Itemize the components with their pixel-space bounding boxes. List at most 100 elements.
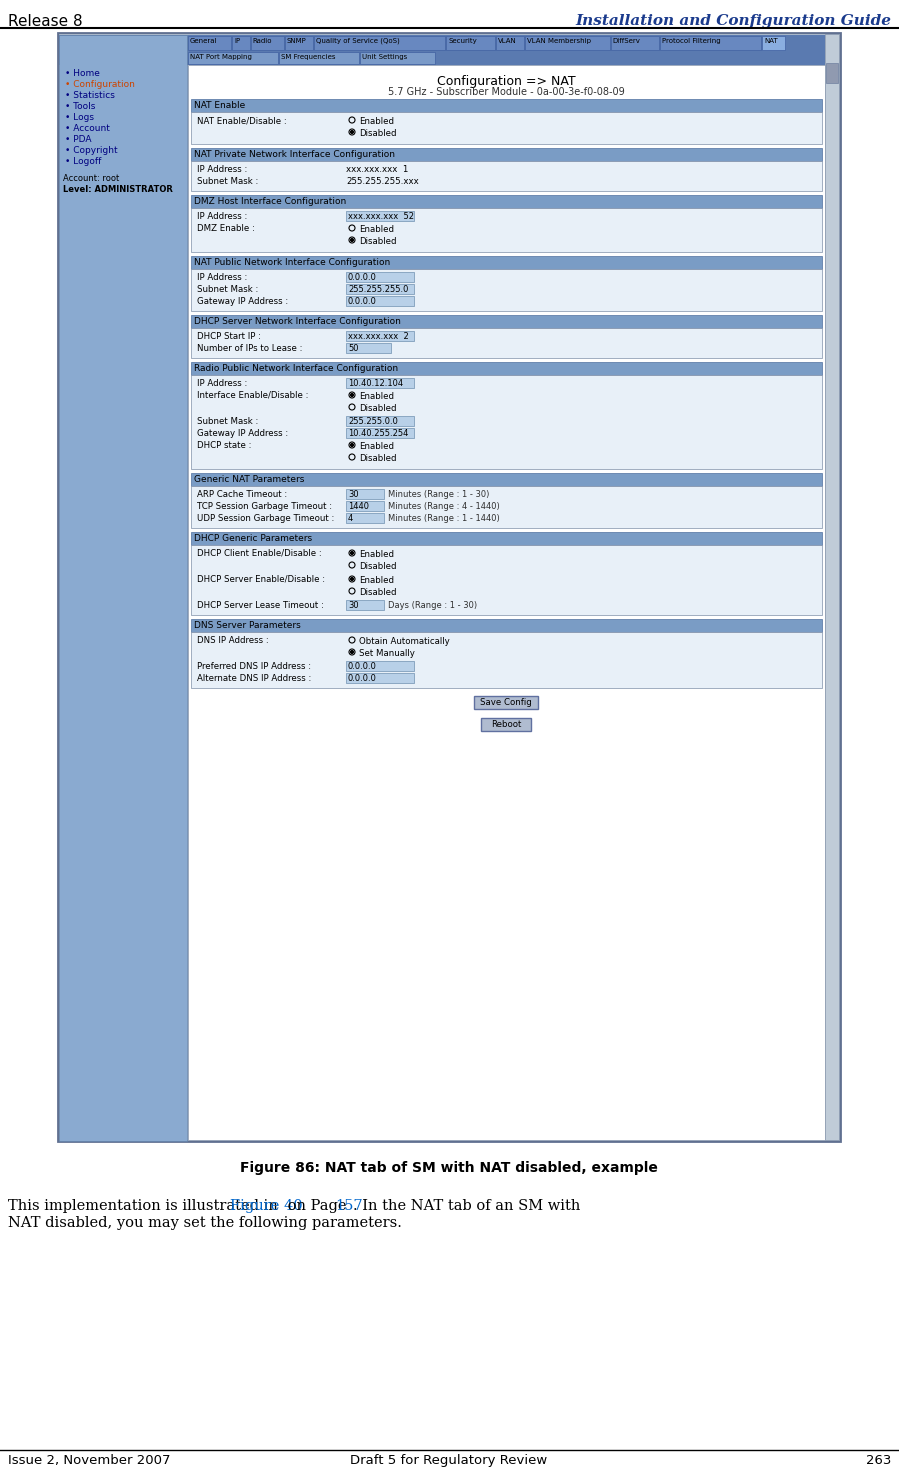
Circle shape [351,131,353,134]
Text: Subnet Mask :: Subnet Mask : [197,177,258,186]
Text: Disabled: Disabled [359,237,396,246]
Text: IP: IP [235,38,241,44]
Bar [59,35,187,1142]
Bar [191,473,822,486]
Circle shape [351,577,353,580]
Text: Protocol Filtering: Protocol Filtering [663,38,721,44]
Text: • Account: • Account [65,124,110,133]
Text: Interface Enable/Disable :: Interface Enable/Disable : [197,390,308,401]
Text: • Configuration: • Configuration [65,80,135,88]
Bar [188,35,231,50]
Text: Unit Settings: Unit Settings [362,55,407,60]
Text: Enabled: Enabled [359,392,394,401]
Circle shape [351,239,353,242]
Text: Figure 86: NAT tab of SM with NAT disabled, example: Figure 86: NAT tab of SM with NAT disabl… [240,1161,658,1175]
Bar [188,52,278,63]
Text: Gateway IP Address :: Gateway IP Address : [197,298,289,306]
Text: Level: ADMINISTRATOR: Level: ADMINISTRATOR [63,186,173,194]
Text: 30: 30 [348,601,359,610]
Bar [447,35,495,50]
Text: xxx.xxx.xxx  52: xxx.xxx.xxx 52 [348,212,414,221]
Bar [346,284,414,295]
Text: 1440: 1440 [348,502,369,511]
Text: Radio Public Network Interface Configuration: Radio Public Network Interface Configura… [194,364,398,373]
Bar [59,52,825,65]
Text: 255.255.0.0: 255.255.0.0 [348,417,398,426]
Text: Minutes (Range : 1 - 30): Minutes (Range : 1 - 30) [388,491,489,499]
Bar [191,194,822,208]
Text: IP Address :: IP Address : [197,379,247,387]
Text: NAT Enable: NAT Enable [194,102,245,110]
Text: Installation and Configuration Guide: Installation and Configuration Guide [575,15,891,28]
Text: NAT Public Network Interface Configuration: NAT Public Network Interface Configurati… [194,258,390,267]
Bar [825,34,839,1140]
Text: DMZ Host Interface Configuration: DMZ Host Interface Configuration [194,197,346,206]
Bar [762,35,785,50]
Text: Disabled: Disabled [359,588,396,597]
Text: Radio: Radio [253,38,272,44]
Bar [191,208,822,252]
Bar [191,376,822,468]
Text: 0.0.0.0: 0.0.0.0 [348,661,377,672]
Text: Quality of Service (QoS): Quality of Service (QoS) [316,38,399,44]
Text: 0.0.0.0: 0.0.0.0 [348,298,377,306]
Bar [525,35,610,50]
Text: Enabled: Enabled [359,576,394,585]
Text: Disabled: Disabled [359,563,396,572]
Text: 50: 50 [348,345,359,354]
Text: Enabled: Enabled [359,225,394,234]
Bar [346,513,384,523]
Text: DHCP Client Enable/Disable :: DHCP Client Enable/Disable : [197,549,322,558]
Text: Alternate DNS IP Address :: Alternate DNS IP Address : [197,675,311,683]
Bar [346,211,414,221]
Bar [191,619,822,632]
Text: 30: 30 [348,491,359,499]
Text: NAT Enable/Disable :: NAT Enable/Disable : [197,116,287,125]
Text: Security: Security [449,38,477,44]
Text: Disabled: Disabled [359,454,396,463]
Text: xxx.xxx.xxx  1: xxx.xxx.xxx 1 [346,165,408,174]
Text: Figure 40: Figure 40 [230,1199,303,1212]
Text: Set Manually: Set Manually [359,650,414,658]
Bar [233,35,250,50]
Text: on Page: on Page [283,1199,352,1212]
Text: Subnet Mask :: Subnet Mask : [197,417,258,426]
Bar [826,63,838,82]
Text: SM Frequencies: SM Frequencies [281,55,335,60]
Bar [280,52,359,63]
Bar [661,35,761,50]
Text: VLAN Membership: VLAN Membership [527,38,591,44]
Bar [346,379,414,387]
Text: NAT Private Network Interface Configuration: NAT Private Network Interface Configurat… [194,150,395,159]
Text: DHCP Generic Parameters: DHCP Generic Parameters [194,535,312,544]
Text: DHCP Start IP :: DHCP Start IP : [197,331,261,342]
Text: IP Address :: IP Address : [197,212,247,221]
Circle shape [351,443,353,446]
Bar [191,362,822,376]
Text: DiffServ: DiffServ [613,38,641,44]
Text: IP Address :: IP Address : [197,273,247,281]
Bar [346,273,414,281]
Bar [346,661,414,672]
Bar [58,32,840,1142]
Text: IP Address :: IP Address : [197,165,247,174]
Text: 5.7 GHz - Subscriber Module - 0a-00-3e-f0-08-09: 5.7 GHz - Subscriber Module - 0a-00-3e-f… [387,87,625,97]
Text: 255.255.255.0: 255.255.255.0 [348,284,408,295]
Bar [346,415,414,426]
Text: Disabled: Disabled [359,130,396,138]
Bar [360,52,434,63]
Bar [346,673,414,683]
Text: DMZ Enable :: DMZ Enable : [197,224,255,233]
Bar [346,296,414,306]
Bar [191,99,822,112]
Text: Generic NAT Parameters: Generic NAT Parameters [194,474,305,485]
Text: • Logoff: • Logoff [65,158,102,166]
Text: ARP Cache Timeout :: ARP Cache Timeout : [197,491,288,499]
Text: 157: 157 [335,1199,363,1212]
Text: • Statistics: • Statistics [65,91,115,100]
Text: NAT disabled, you may set the following parameters.: NAT disabled, you may set the following … [8,1217,402,1230]
Text: Days (Range : 1 - 30): Days (Range : 1 - 30) [388,601,477,610]
Text: This implementation is illustrated in: This implementation is illustrated in [8,1199,282,1212]
Text: DNS Server Parameters: DNS Server Parameters [194,622,301,630]
Text: Subnet Mask :: Subnet Mask : [197,284,258,295]
